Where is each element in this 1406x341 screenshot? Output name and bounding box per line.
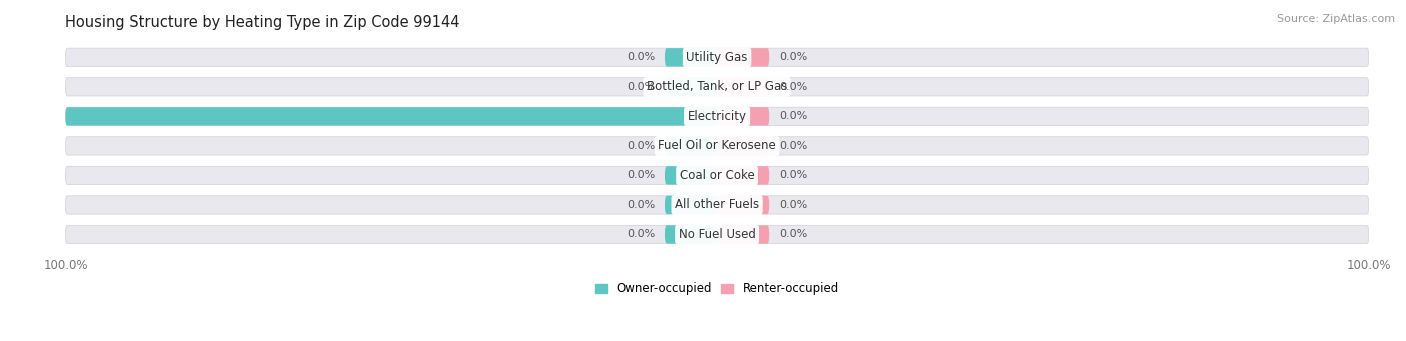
FancyBboxPatch shape (66, 166, 1369, 184)
Text: 0.0%: 0.0% (627, 200, 655, 210)
FancyBboxPatch shape (66, 137, 1369, 155)
Text: All other Fuels: All other Fuels (675, 198, 759, 211)
FancyBboxPatch shape (66, 48, 1369, 66)
Text: 0.0%: 0.0% (627, 141, 655, 151)
FancyBboxPatch shape (66, 107, 717, 125)
Text: Coal or Coke: Coal or Coke (679, 169, 755, 182)
Text: Electricity: Electricity (688, 110, 747, 123)
Text: 0.0%: 0.0% (779, 82, 807, 92)
FancyBboxPatch shape (717, 78, 769, 96)
FancyBboxPatch shape (717, 196, 769, 214)
FancyBboxPatch shape (665, 225, 717, 243)
Text: Utility Gas: Utility Gas (686, 51, 748, 64)
Text: No Fuel Used: No Fuel Used (679, 228, 755, 241)
FancyBboxPatch shape (665, 196, 717, 214)
Text: 100.0%: 100.0% (14, 112, 56, 121)
Text: Bottled, Tank, or LP Gas: Bottled, Tank, or LP Gas (647, 80, 787, 93)
Text: 0.0%: 0.0% (627, 82, 655, 92)
Text: 0.0%: 0.0% (779, 170, 807, 180)
Text: 0.0%: 0.0% (627, 52, 655, 62)
FancyBboxPatch shape (66, 196, 1369, 214)
Text: 0.0%: 0.0% (627, 229, 655, 239)
Legend: Owner-occupied, Renter-occupied: Owner-occupied, Renter-occupied (595, 282, 839, 295)
Text: 0.0%: 0.0% (627, 170, 655, 180)
Text: Housing Structure by Heating Type in Zip Code 99144: Housing Structure by Heating Type in Zip… (66, 15, 460, 30)
FancyBboxPatch shape (717, 225, 769, 243)
FancyBboxPatch shape (717, 48, 769, 66)
FancyBboxPatch shape (66, 225, 1369, 243)
FancyBboxPatch shape (66, 78, 1369, 96)
FancyBboxPatch shape (665, 137, 717, 155)
FancyBboxPatch shape (717, 137, 769, 155)
FancyBboxPatch shape (66, 107, 1369, 125)
Text: Fuel Oil or Kerosene: Fuel Oil or Kerosene (658, 139, 776, 152)
Text: 0.0%: 0.0% (779, 229, 807, 239)
Text: 0.0%: 0.0% (779, 200, 807, 210)
FancyBboxPatch shape (717, 107, 769, 125)
Text: 0.0%: 0.0% (779, 52, 807, 62)
Text: Source: ZipAtlas.com: Source: ZipAtlas.com (1277, 14, 1395, 24)
FancyBboxPatch shape (665, 78, 717, 96)
FancyBboxPatch shape (665, 166, 717, 184)
Text: 0.0%: 0.0% (779, 112, 807, 121)
FancyBboxPatch shape (717, 166, 769, 184)
Text: 0.0%: 0.0% (779, 141, 807, 151)
FancyBboxPatch shape (665, 48, 717, 66)
